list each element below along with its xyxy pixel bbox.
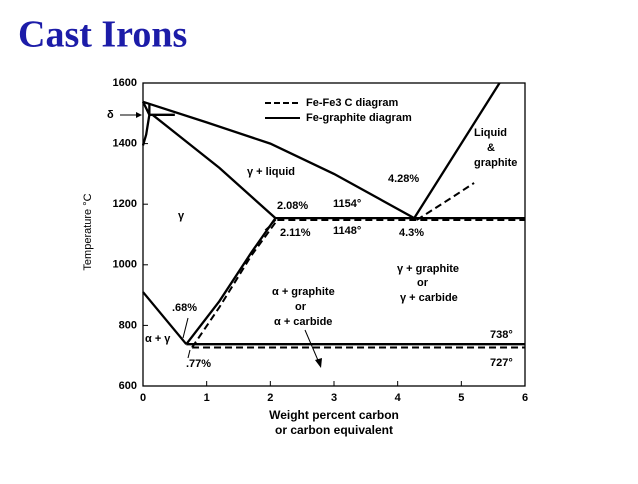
- annotation: 727°: [490, 357, 513, 369]
- annotation: α + carbide: [274, 316, 332, 328]
- y-tick-label: 1000: [113, 259, 137, 271]
- y-tick-label: 1400: [113, 138, 137, 150]
- annotation: 4.3%: [399, 227, 424, 239]
- y-tick-label: 1200: [113, 198, 137, 210]
- y-tick-label: 600: [119, 380, 137, 392]
- pointer: [304, 329, 321, 366]
- annotation: δ: [107, 109, 114, 121]
- annotation: 2.11%: [280, 227, 311, 239]
- x-tick-label: 4: [395, 392, 402, 404]
- delta-arrowhead: [136, 112, 142, 118]
- chart-title: Cast Irons: [18, 14, 187, 56]
- annotation: γ + liquid: [247, 166, 295, 178]
- annotation: .77%: [186, 358, 211, 370]
- annotation: γ + graphite: [397, 263, 459, 275]
- legend-label: Fe-Fe3 C diagram: [306, 97, 399, 109]
- pointer-head: [315, 358, 322, 368]
- x-axis-label: or carbon equivalent: [275, 423, 393, 437]
- phase-line: [191, 182, 525, 349]
- legend-label: Fe-graphite diagram: [306, 112, 412, 124]
- pointer: [187, 349, 191, 359]
- annotation: &: [487, 142, 495, 154]
- x-tick-label: 5: [458, 392, 464, 404]
- annotation: .68%: [172, 302, 197, 314]
- y-tick-label: 1600: [113, 77, 137, 89]
- annotation: γ + carbide: [400, 292, 458, 304]
- annotation: 2.08%: [277, 200, 308, 212]
- phase-line: [141, 82, 525, 346]
- x-axis-label: Weight percent carbon: [269, 408, 399, 422]
- x-tick-label: 3: [331, 392, 337, 404]
- annotation: 738°: [490, 329, 513, 341]
- annotation: γ: [178, 210, 185, 222]
- annotation: α + graphite: [272, 286, 335, 298]
- annotation: 4.28%: [388, 173, 419, 185]
- annotation: 1154°: [333, 198, 361, 210]
- x-tick-label: 2: [267, 392, 273, 404]
- annotation: graphite: [474, 157, 517, 169]
- x-tick-label: 0: [140, 392, 146, 404]
- x-tick-label: 6: [522, 392, 528, 404]
- annotation: 1148°: [333, 225, 361, 237]
- pointer: [182, 317, 189, 339]
- annotation: Liquid: [474, 127, 507, 139]
- x-tick-label: 1: [204, 392, 210, 404]
- annotation: or: [295, 301, 307, 313]
- annotation: or: [417, 277, 429, 289]
- annotation: α + γ: [145, 333, 171, 345]
- y-tick-label: 800: [119, 319, 137, 331]
- y-axis-label: Temperature °C: [82, 193, 94, 270]
